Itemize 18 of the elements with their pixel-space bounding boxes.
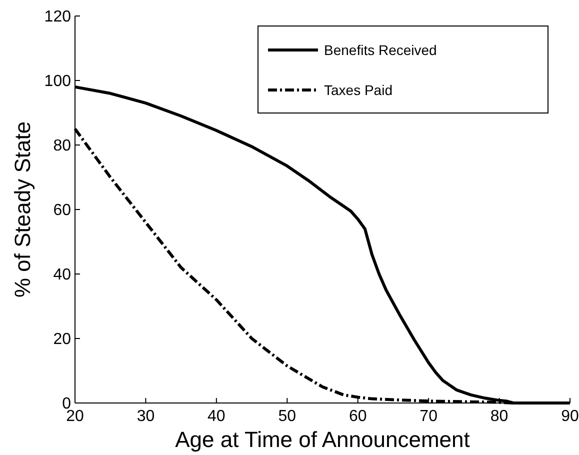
x-tick-label: 70 [420, 408, 438, 425]
x-tick-label: 50 [278, 408, 296, 425]
y-tick-label: 100 [44, 73, 72, 90]
x-tick-label: 90 [561, 408, 579, 425]
x-tick-label: 20 [66, 408, 84, 425]
x-axis-title: Age at Time of Announcement [175, 427, 470, 452]
y-tick-label: 120 [44, 8, 72, 26]
legend-label: Benefits Received [324, 42, 437, 58]
y-tick-label: 60 [53, 202, 72, 220]
x-tick-label: 30 [136, 408, 155, 425]
x-tick-label: 60 [348, 408, 367, 425]
y-axis-title: % of Steady State [10, 121, 35, 298]
legend-label: Taxes Paid [324, 82, 392, 98]
y-tick-label: 40 [53, 266, 72, 284]
x-tick-label: 80 [490, 408, 508, 425]
x-tick-label: 40 [208, 408, 226, 425]
y-tick-label: 80 [53, 138, 72, 155]
y-tick-label: 20 [53, 331, 72, 348]
